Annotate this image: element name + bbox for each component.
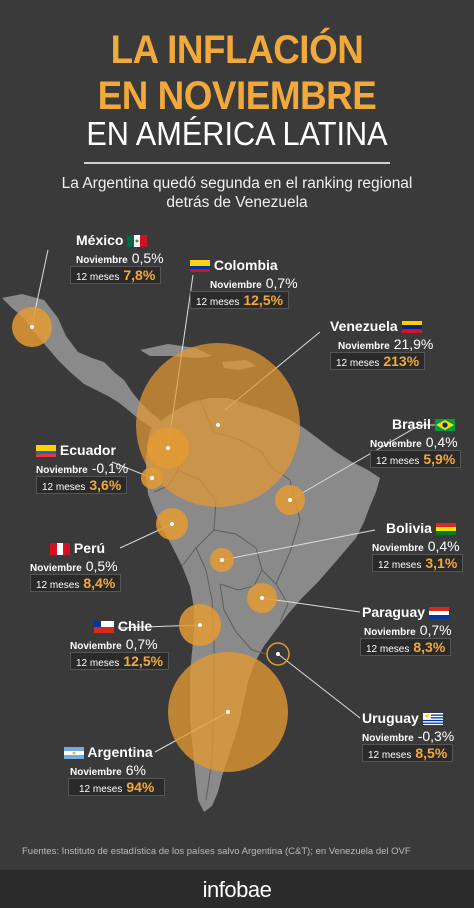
title-line-1: LA INFLACIÓN xyxy=(110,28,364,72)
nov-label-uruguay: Noviembre xyxy=(362,733,414,744)
y12-label-paraguay: 12 meses xyxy=(366,644,410,655)
label-chile: Chile Noviembre 0,7% 12 meses 12,5% xyxy=(70,618,170,671)
country-name-chile: Chile xyxy=(117,618,153,634)
country-name-mexico: México xyxy=(76,232,124,248)
sources-footnote: Fuentes: Instituto de estadística de los… xyxy=(22,846,411,857)
y12-box-mexico: 12 meses 7,8% xyxy=(70,266,162,284)
title-line-2: EN NOVIEMBRE xyxy=(97,74,377,118)
y12-label-argentina: 12 meses xyxy=(79,784,123,795)
venezuela-flag-icon xyxy=(401,321,422,334)
infobae-logo: infobae xyxy=(202,877,272,902)
nov-value-peru: 0,5% xyxy=(85,558,118,574)
mexico-flag-icon xyxy=(127,235,148,248)
chile-flag-icon xyxy=(94,621,114,634)
nov-label-ecuador: Noviembre xyxy=(36,465,88,476)
y12-box-brasil: 12 meses 5,9% xyxy=(370,450,462,468)
country-name-peru: Perú xyxy=(73,540,106,556)
nov-value-ecuador: -0,1% xyxy=(91,460,129,476)
nov-label-brasil: Noviembre xyxy=(370,439,422,450)
country-name-colombia: Colombia xyxy=(213,257,278,273)
label-brasil: Brasil Noviembre 0,4% 12 meses 5,9% xyxy=(370,416,462,469)
nov-value-uruguay: -0,3% xyxy=(417,728,455,744)
nov-label-venezuela: Noviembre xyxy=(338,341,390,352)
nov-label-peru: Noviembre xyxy=(30,563,82,574)
country-name-uruguay: Uruguay xyxy=(362,710,419,726)
nov-label-argentina: Noviembre xyxy=(70,767,122,778)
y12-value-peru: 8,4% xyxy=(83,575,116,591)
nov-value-colombia: 0,7% xyxy=(265,275,298,291)
label-paraguay: Paraguay Noviembre 0,7% 12 meses 8,3% xyxy=(360,604,452,657)
nov-label-chile: Noviembre xyxy=(70,641,122,652)
y12-box-paraguay: 12 meses 8,3% xyxy=(360,638,452,656)
ecuador-flag-icon xyxy=(36,445,56,458)
label-bolivia: Bolivia Noviembre 0,4% 12 meses 3,1% xyxy=(372,520,464,573)
nov-label-paraguay: Noviembre xyxy=(364,627,416,638)
y12-label-venezuela: 12 meses xyxy=(336,358,380,369)
y12-value-ecuador: 3,6% xyxy=(89,477,122,493)
y12-box-peru: 12 meses 8,4% xyxy=(30,574,122,592)
label-mexico: México Noviembre 0,5% 12 meses 7,8% xyxy=(70,232,164,285)
title-divider xyxy=(84,162,390,164)
country-name-venezuela: Venezuela xyxy=(330,318,398,334)
y12-label-chile: 12 meses xyxy=(76,658,120,669)
y12-value-colombia: 12,5% xyxy=(243,292,284,308)
nov-label-mexico: Noviembre xyxy=(76,255,128,266)
y12-label-bolivia: 12 meses xyxy=(378,560,422,571)
subtitle: La Argentina quedó segunda en el ranking… xyxy=(61,175,413,211)
colombia-flag-icon xyxy=(190,260,210,273)
y12-label-peru: 12 meses xyxy=(36,580,80,591)
y12-value-paraguay: 8,3% xyxy=(413,639,446,655)
y12-box-argentina: 12 meses 94% xyxy=(68,778,166,796)
nov-value-chile: 0,7% xyxy=(125,636,158,652)
country-name-paraguay: Paraguay xyxy=(362,604,426,620)
y12-box-bolivia: 12 meses 3,1% xyxy=(372,554,464,572)
nov-value-venezuela: 21,9% xyxy=(393,336,434,352)
y12-box-chile: 12 meses 12,5% xyxy=(70,652,170,670)
label-uruguay: Uruguay Noviembre -0,3% 12 meses 8,5% xyxy=(362,710,454,763)
title-line-3: EN AMÉRICA LATINA xyxy=(86,115,388,152)
country-name-bolivia: Bolivia xyxy=(386,520,432,536)
bubble-uruguay xyxy=(266,642,290,666)
brand-bar xyxy=(0,870,474,908)
nov-value-brasil: 0,4% xyxy=(425,434,458,450)
y12-value-uruguay: 8,5% xyxy=(415,745,448,761)
nov-value-argentina: 6% xyxy=(125,762,146,778)
peru-flag-icon xyxy=(50,543,70,556)
nov-label-bolivia: Noviembre xyxy=(372,543,424,554)
y12-box-venezuela: 12 meses 213% xyxy=(330,352,426,370)
country-name-argentina: Argentina xyxy=(87,744,153,760)
uruguay-flag-icon xyxy=(422,713,443,726)
paraguay-flag-icon xyxy=(428,607,449,620)
y12-value-venezuela: 213% xyxy=(383,353,420,369)
y12-value-mexico: 7,8% xyxy=(123,267,156,283)
y12-box-ecuador: 12 meses 3,6% xyxy=(36,476,128,494)
y12-value-brasil: 5,9% xyxy=(423,451,456,467)
country-name-brasil: Brasil xyxy=(392,416,431,432)
nov-value-paraguay: 0,7% xyxy=(419,622,452,638)
y12-label-ecuador: 12 meses xyxy=(42,482,86,493)
country-name-ecuador: Ecuador xyxy=(59,442,116,458)
label-argentina: Argentina Noviembre 6% 12 meses 94% xyxy=(64,744,166,797)
y12-box-uruguay: 12 meses 8,5% xyxy=(362,744,454,762)
brasil-flag-icon xyxy=(434,419,455,432)
y12-label-uruguay: 12 meses xyxy=(368,750,412,761)
nov-value-mexico: 0,5% xyxy=(131,250,164,266)
y12-value-chile: 12,5% xyxy=(123,653,164,669)
bolivia-flag-icon xyxy=(435,523,456,536)
label-peru: Perú Noviembre 0,5% 12 meses 8,4% xyxy=(30,540,122,593)
y12-label-mexico: 12 meses xyxy=(76,272,120,283)
y12-box-colombia: 12 meses 12,5% xyxy=(190,291,290,309)
bubble-center-dots xyxy=(30,325,292,714)
nov-label-colombia: Noviembre xyxy=(210,280,262,291)
label-colombia: Colombia Noviembre 0,7% 12 meses 12,5% xyxy=(190,257,298,310)
label-venezuela: Venezuela Noviembre 21,9% 12 meses 213% xyxy=(330,318,433,371)
label-ecuador: Ecuador Noviembre -0,1% 12 meses 3,6% xyxy=(36,442,128,495)
argentina-flag-icon xyxy=(64,747,84,760)
y12-value-argentina: 94% xyxy=(126,779,155,795)
nov-value-bolivia: 0,4% xyxy=(427,538,460,554)
y12-value-bolivia: 3,1% xyxy=(425,555,458,571)
y12-label-brasil: 12 meses xyxy=(376,456,420,467)
y12-label-colombia: 12 meses xyxy=(196,297,240,308)
